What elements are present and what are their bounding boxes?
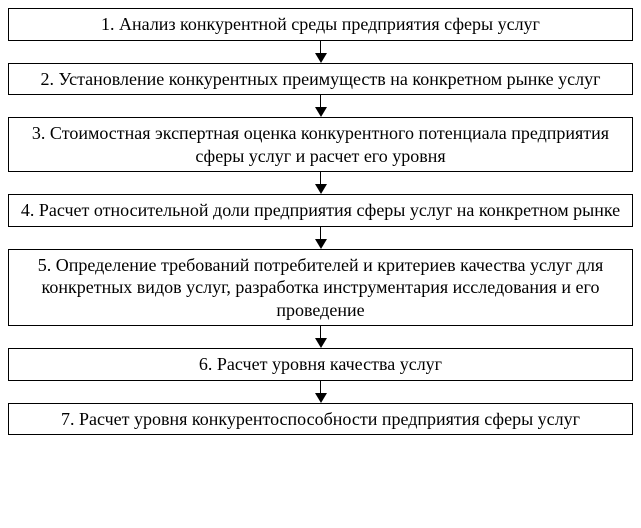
arrow-down-icon <box>315 95 327 117</box>
flowchart-vertical: 1. Анализ конкурентной среды предприятия… <box>8 8 633 435</box>
arrow-down-icon <box>315 41 327 63</box>
flowchart-node: 7. Расчет уровня конкурентоспособности п… <box>8 403 633 436</box>
flowchart-node: 2. Установление конкурентных преимуществ… <box>8 63 633 96</box>
flowchart-node: 5. Определение требований потребителей и… <box>8 249 633 327</box>
arrow-down-icon <box>315 227 327 249</box>
arrow-down-icon <box>315 326 327 348</box>
flowchart-node: 1. Анализ конкурентной среды предприятия… <box>8 8 633 41</box>
flowchart-node: 6. Расчет уровня качества услуг <box>8 348 633 381</box>
arrow-down-icon <box>315 381 327 403</box>
flowchart-node: 4. Расчет относительной доли предприятия… <box>8 194 633 227</box>
arrow-down-icon <box>315 172 327 194</box>
flowchart-node: 3. Стоимостная экспертная оценка конкуре… <box>8 117 633 172</box>
